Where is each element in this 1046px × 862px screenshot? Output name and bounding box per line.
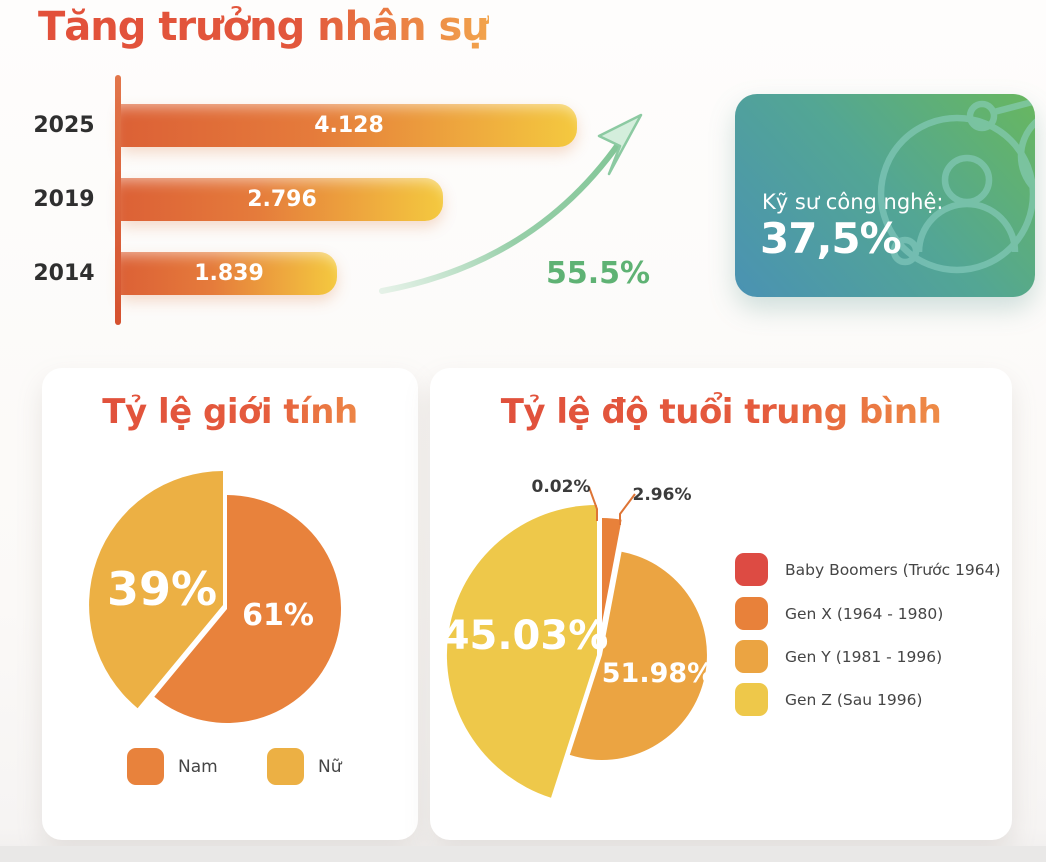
pie-slice-geny (569, 551, 707, 760)
geny-label: Gen Y (1981 - 1996) (785, 647, 943, 666)
genx-pct-label: 2.96% (633, 485, 692, 505)
gender-card-title: Tỷ lệ giới tính (42, 392, 418, 432)
bar-2014-value: 1.839 (194, 261, 264, 286)
bar-2019-value: 2.796 (247, 187, 317, 212)
female-swatch (267, 748, 304, 785)
boomers-swatch (735, 553, 768, 586)
bottom-strip (0, 846, 1046, 862)
age-pie-chart: 0.02% 2.96% 45.03% 51.98% (442, 477, 714, 798)
stat-label: Kỹ sư công nghệ: (762, 190, 944, 214)
genx-swatch (735, 597, 768, 630)
bar-2025-value: 4.128 (314, 113, 384, 138)
gender-pie-chart: 39% 61% (89, 471, 342, 723)
geny-swatch (735, 640, 768, 673)
bar-chart-axis (115, 75, 121, 325)
male-swatch (127, 748, 164, 785)
pie-slice-male (154, 495, 342, 723)
age-card-title: Tỷ lệ độ tuổi trung bình (430, 392, 1012, 432)
pie-slice-female (89, 471, 223, 709)
legend-item-boomers: Baby Boomers (Trước 1964) (735, 553, 1001, 586)
legend-item-geny: Gen Y (1981 - 1996) (735, 640, 942, 673)
gender-ratio-card: Tỷ lệ giới tính 39% 61% Nam Nữ (42, 368, 418, 840)
male-label: Nam (178, 756, 218, 777)
genz-swatch (735, 683, 768, 716)
genx-label: Gen X (1964 - 1980) (785, 604, 944, 623)
geny-pct-label: 51.98% (602, 658, 714, 689)
age-ratio-card: Tỷ lệ độ tuổi trung bình 0.02% 2.96% 45.… (430, 368, 1012, 840)
bar-year-2025: 2025 (33, 113, 95, 138)
female-pct-label: 39% (107, 562, 217, 616)
legend-item-male: Nam (127, 748, 218, 785)
genz-pct-label: 45.03% (442, 613, 609, 659)
boomers-label: Baby Boomers (Trước 1964) (785, 560, 1001, 579)
bar-year-2019: 2019 (33, 187, 95, 212)
bar-year-2014: 2014 (33, 261, 95, 286)
genx-callout-line (619, 493, 636, 525)
female-label: Nữ (318, 756, 342, 777)
page-title: Tăng trưởng nhân sự (38, 4, 490, 50)
legend-item-genx: Gen X (1964 - 1980) (735, 597, 943, 630)
bar-2025: 4.128 (121, 104, 577, 147)
tech-engineer-stat-card: Kỹ sư công nghệ: 37,5% (735, 94, 1035, 297)
bar-2014: 1.839 (121, 252, 337, 295)
pie-slice-genx (602, 517, 622, 623)
network-person-icon (877, 97, 1035, 274)
growth-percentage: 55.5% (546, 256, 651, 291)
male-pct-label: 61% (242, 598, 314, 633)
boomers-pct-label: 0.02% (532, 477, 591, 497)
legend-item-female: Nữ (267, 748, 342, 785)
stat-value: 37,5% (760, 214, 902, 263)
boomers-callout-line (588, 486, 598, 521)
legend-item-genz: Gen Z (Sau 1996) (735, 683, 922, 716)
genz-label: Gen Z (Sau 1996) (785, 690, 923, 709)
pie-slice-genz (446, 504, 597, 798)
bar-2019: 2.796 (121, 178, 443, 221)
